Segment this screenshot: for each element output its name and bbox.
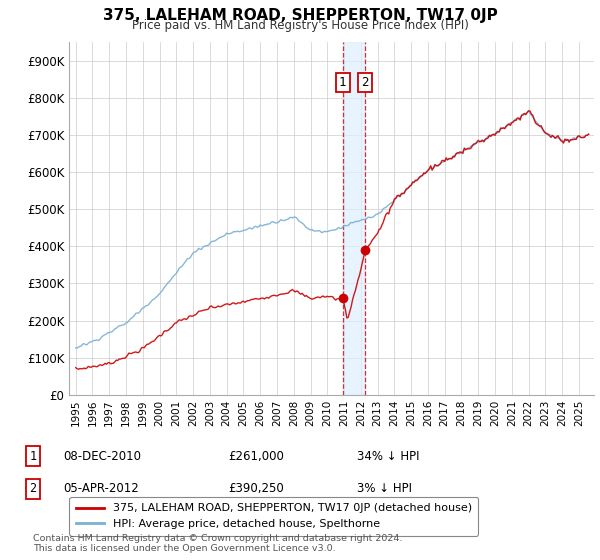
Text: 2: 2 xyxy=(361,76,369,90)
Text: 2: 2 xyxy=(29,482,37,496)
Text: Price paid vs. HM Land Registry's House Price Index (HPI): Price paid vs. HM Land Registry's House … xyxy=(131,19,469,32)
Bar xyxy=(343,42,365,395)
Text: 3% ↓ HPI: 3% ↓ HPI xyxy=(357,482,412,496)
Text: 1: 1 xyxy=(29,450,37,463)
Text: 34% ↓ HPI: 34% ↓ HPI xyxy=(357,450,419,463)
Text: 05-APR-2012: 05-APR-2012 xyxy=(63,482,139,496)
Text: £390,250: £390,250 xyxy=(228,482,284,496)
Text: Contains HM Land Registry data © Crown copyright and database right 2024.
This d: Contains HM Land Registry data © Crown c… xyxy=(33,534,403,553)
Legend: 375, LALEHAM ROAD, SHEPPERTON, TW17 0JP (detached house), HPI: Average price, de: 375, LALEHAM ROAD, SHEPPERTON, TW17 0JP … xyxy=(70,497,478,536)
Text: 08-DEC-2010: 08-DEC-2010 xyxy=(63,450,141,463)
Text: 375, LALEHAM ROAD, SHEPPERTON, TW17 0JP: 375, LALEHAM ROAD, SHEPPERTON, TW17 0JP xyxy=(103,8,497,24)
Text: £261,000: £261,000 xyxy=(228,450,284,463)
Text: 1: 1 xyxy=(339,76,346,90)
